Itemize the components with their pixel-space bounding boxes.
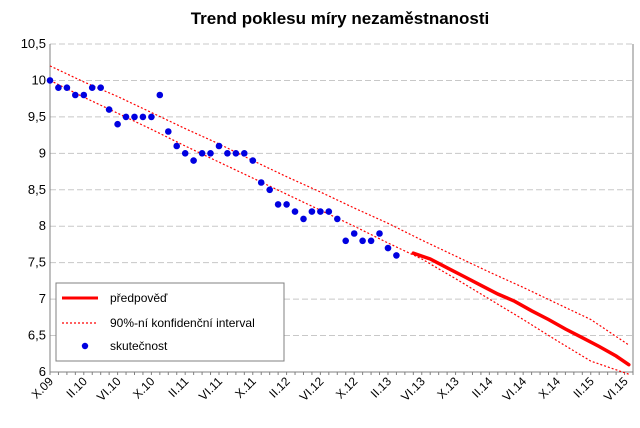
x-tick-label: II.15 [570, 374, 597, 401]
x-tick-label: VI.10 [94, 374, 124, 404]
legend-label-forecast: předpověď [110, 291, 168, 305]
y-tick-label: 6,5 [28, 328, 46, 343]
y-tick-label: 7,5 [28, 255, 46, 270]
x-tick-label: VI.15 [601, 374, 631, 404]
actual-point [55, 84, 62, 91]
actual-point [46, 77, 54, 84]
actual-point [350, 230, 358, 237]
actual-point [139, 113, 147, 121]
confidence-lower-line [49, 79, 629, 375]
actual-point [308, 208, 316, 215]
x-tick-label: II.13 [368, 374, 395, 401]
actual-point [148, 113, 155, 121]
actual-point [325, 208, 333, 215]
actual-point [198, 150, 206, 157]
actual-point [266, 186, 274, 194]
actual-point [122, 113, 130, 121]
actual-point [63, 84, 71, 91]
actual-point [232, 150, 240, 157]
gridlines [50, 43, 633, 337]
x-tick-label: X.14 [536, 374, 564, 402]
actual-point [88, 84, 96, 91]
y-tick-label: 6 [39, 364, 46, 379]
x-tick-label: II.10 [64, 374, 91, 401]
x-tick-label: II.12 [266, 374, 293, 401]
legend-label-confidence: 90%-ní konfidenční interval [110, 316, 255, 330]
actual-point [291, 208, 299, 215]
x-tick-label: X.13 [434, 374, 462, 402]
x-tick-label: VI.11 [196, 374, 225, 403]
actual-point [342, 237, 350, 245]
y-tick-label: 9 [39, 145, 46, 160]
actual-point [72, 91, 79, 99]
y-tick-label: 7 [39, 291, 46, 306]
actual-point [367, 237, 375, 245]
chart-title: Trend poklesu míry nezaměstnanosti [191, 9, 490, 28]
x-tick-label: VI.14 [500, 374, 530, 404]
y-tick-label: 9,5 [28, 109, 46, 124]
actual-point [224, 150, 231, 157]
actual-point [257, 179, 265, 186]
actual-point [173, 142, 180, 150]
actual-point [300, 215, 307, 223]
legend-swatch-actual [81, 342, 89, 350]
actual-point [274, 201, 282, 208]
forecast-line [411, 251, 631, 367]
actual-point [384, 244, 392, 252]
x-tick-label: II.11 [166, 374, 192, 400]
actual-point [190, 157, 197, 164]
actual-point [207, 150, 214, 157]
x-tick-label: VI.13 [398, 374, 428, 404]
series [46, 65, 631, 375]
legend-box [55, 282, 285, 362]
x-tick-label: X.12 [333, 374, 361, 402]
actual-point [80, 91, 88, 99]
confidence-upper-line [49, 65, 630, 346]
x-tick-label: II.14 [469, 374, 496, 401]
actual-point [156, 91, 164, 99]
actual-point [249, 157, 257, 164]
y-tick-label: 8,5 [28, 182, 46, 197]
y-tick-label: 10 [32, 72, 46, 87]
y-tick-label: 8 [39, 218, 46, 233]
actual-point [241, 150, 248, 157]
actual-point [359, 237, 366, 245]
legend-label-actual: skutečnost [110, 339, 168, 353]
x-tick-label: X.09 [29, 374, 57, 402]
actual-point [376, 230, 383, 237]
x-tick-label: VI.12 [297, 374, 327, 404]
y-tick-label: 10,5 [21, 36, 46, 51]
actual-point [317, 208, 324, 215]
actual-point [131, 113, 138, 121]
actual-point [334, 215, 341, 223]
actual-point [283, 201, 290, 208]
actual-point [97, 84, 104, 91]
legend: předpověď 90%-ní konfidenční interval sk… [55, 282, 285, 362]
actual-point [105, 106, 113, 113]
x-tick-label: X.11 [232, 374, 259, 401]
actual-point [114, 120, 121, 128]
actual-point [215, 142, 223, 150]
x-tick-label: X.10 [130, 374, 158, 402]
actual-point [393, 252, 400, 259]
actual-point [181, 150, 189, 157]
actual-point [165, 128, 172, 135]
